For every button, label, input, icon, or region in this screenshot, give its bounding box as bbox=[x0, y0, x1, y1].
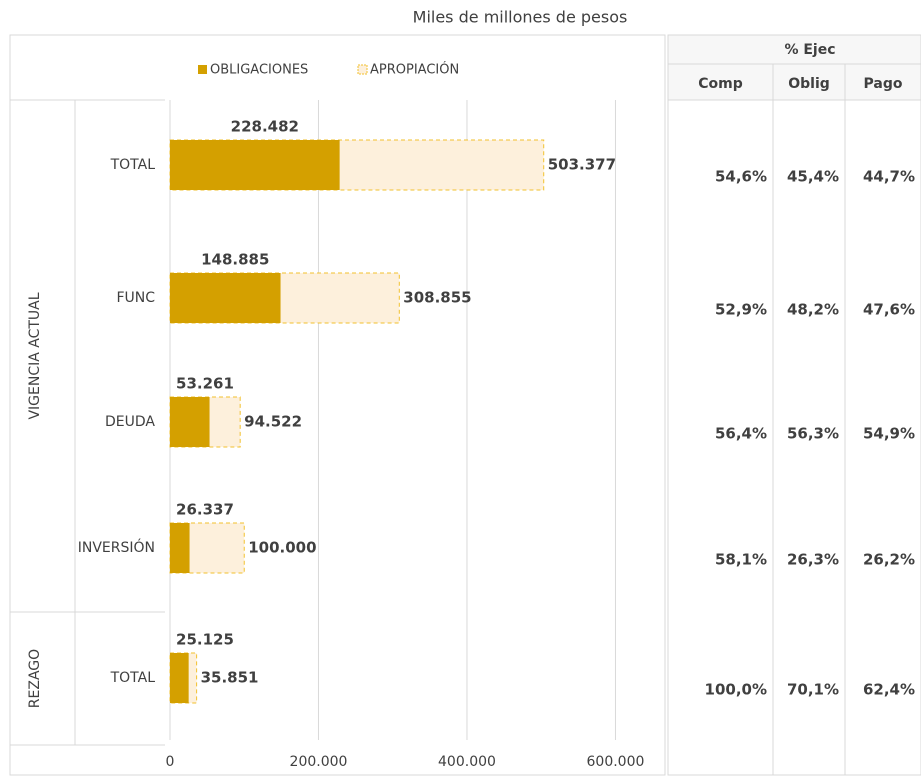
bar-obligaciones bbox=[170, 397, 210, 447]
legend-label: OBLIGACIONES bbox=[210, 63, 308, 78]
table-cell: 47,6% bbox=[863, 301, 915, 319]
column-header: Oblig bbox=[788, 76, 830, 92]
table-cell: 54,9% bbox=[863, 425, 915, 443]
data-label: 308.855 bbox=[403, 289, 471, 307]
data-label: 100.000 bbox=[248, 539, 316, 557]
table-cell: 62,4% bbox=[863, 681, 915, 699]
table-cell: 56,4% bbox=[715, 425, 767, 443]
bar-obligaciones bbox=[170, 273, 281, 323]
group-label: REZAGO bbox=[27, 649, 43, 708]
table-panel bbox=[667, 34, 921, 776]
column-header: Comp bbox=[698, 76, 743, 92]
table-title: % Ejec bbox=[784, 42, 835, 58]
y-tick-label: INVERSIÓN bbox=[78, 538, 155, 556]
y-tick-label: TOTAL bbox=[110, 670, 156, 686]
data-label: 35.851 bbox=[201, 669, 259, 687]
x-tick-label: 600.000 bbox=[587, 754, 645, 770]
table-cell: 70,1% bbox=[787, 681, 839, 699]
bar-obligaciones bbox=[170, 140, 340, 190]
table-cell: 52,9% bbox=[715, 301, 767, 319]
table-cell: 44,7% bbox=[863, 168, 915, 186]
table-cell: 26,2% bbox=[863, 551, 915, 569]
data-label: 148.885 bbox=[201, 251, 269, 269]
table-cell: 45,4% bbox=[787, 168, 839, 186]
table-cell: 58,1% bbox=[715, 551, 767, 569]
legend-swatch bbox=[357, 64, 368, 75]
data-label: 228.482 bbox=[231, 118, 299, 136]
legend-swatch bbox=[198, 65, 207, 74]
data-label: 53.261 bbox=[176, 375, 234, 393]
table-cell: 48,2% bbox=[787, 301, 839, 319]
table-cell: 100,0% bbox=[705, 681, 767, 699]
bar-obligaciones bbox=[170, 653, 189, 703]
column-header: Pago bbox=[864, 76, 903, 92]
group-label: VIGENCIA ACTUAL bbox=[27, 292, 43, 419]
table-cell: 54,6% bbox=[715, 168, 767, 186]
table-cell: 56,3% bbox=[787, 425, 839, 443]
data-label: 94.522 bbox=[244, 413, 302, 431]
legend-label: APROPIACIÓN bbox=[370, 62, 459, 78]
data-label: 25.125 bbox=[176, 631, 234, 649]
data-label: 26.337 bbox=[176, 501, 234, 519]
data-label: 503.377 bbox=[548, 156, 616, 174]
x-tick-label: 400.000 bbox=[438, 754, 496, 770]
y-tick-label: FUNC bbox=[116, 290, 155, 306]
table-cell: 26,3% bbox=[787, 551, 839, 569]
x-tick-label: 0 bbox=[166, 754, 175, 770]
bar-obligaciones bbox=[170, 523, 190, 573]
x-tick-label: 200.000 bbox=[290, 754, 348, 770]
table-header bbox=[667, 34, 921, 101]
chart-title: Miles de millones de pesos bbox=[413, 8, 628, 27]
y-tick-label: TOTAL bbox=[110, 157, 156, 173]
y-tick-label: DEUDA bbox=[105, 414, 155, 430]
